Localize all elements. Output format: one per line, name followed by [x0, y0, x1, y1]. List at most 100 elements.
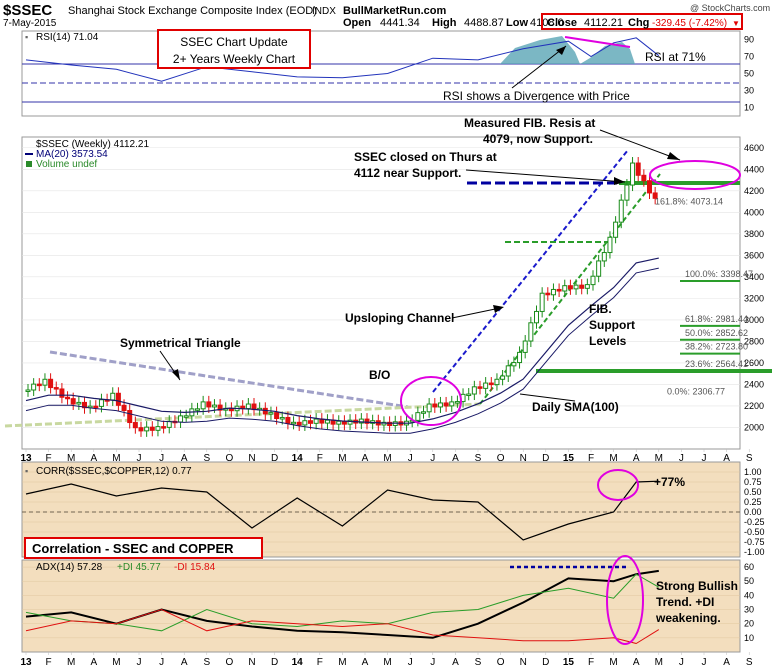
- x-tick-label: A: [90, 453, 97, 464]
- fib-label: 61.8%: 2981.44: [685, 314, 748, 324]
- price-legend-ma: MA(20) 3573.54: [36, 149, 108, 160]
- corr-tick: -1.00: [744, 547, 765, 557]
- adx-panel: 60 50 40 30 20 10 ADX(14) 57.28 +DI 45.77 -DI…: [21, 555, 754, 653]
- x-tick-label: A: [452, 453, 459, 464]
- x-tick-label: J: [159, 453, 164, 464]
- x-tick-label: 15: [563, 657, 575, 668]
- price-tick: 2800: [744, 336, 764, 346]
- fib-label: 38.2%: 2723.80: [685, 342, 748, 352]
- adx-tick: 20: [744, 619, 754, 629]
- candle: [200, 401, 206, 410]
- chg-arrow-icon: ▼: [732, 19, 740, 28]
- candle: [110, 392, 116, 401]
- candle: [579, 284, 585, 289]
- divergence-note: RSI shows a Divergence with Price: [443, 89, 630, 103]
- corr-label: CORR($SSEC,$COPPER,12) 0.77: [36, 466, 192, 477]
- price-tick: 2600: [744, 358, 764, 368]
- correlation-panel: 1.000.750.500.250.00-0.25-0.50-0.75-1.00…: [21, 461, 765, 559]
- x-tick-label: J: [137, 453, 142, 464]
- candle: [454, 401, 460, 404]
- candle: [449, 401, 455, 407]
- candle: [584, 284, 590, 289]
- candle: [285, 416, 291, 424]
- corr-tick: 0.75: [744, 477, 762, 487]
- candle: [53, 387, 59, 390]
- adx-tick: 30: [744, 605, 754, 615]
- candle: [336, 420, 342, 425]
- watermark: @ StockCharts.com: [690, 3, 770, 13]
- candle: [528, 322, 534, 342]
- price-tick: 3600: [744, 250, 764, 260]
- price-tick: 3800: [744, 229, 764, 239]
- update-callout-box: [157, 29, 311, 69]
- x-tick-label: F: [46, 453, 52, 464]
- price-tick: 3000: [744, 315, 764, 325]
- rsi-tick: 90: [744, 35, 754, 45]
- open-value: 4441.34: [380, 17, 420, 29]
- candle: [115, 392, 121, 406]
- adx-tick: 50: [744, 576, 754, 586]
- x-tick-label: M: [338, 453, 346, 464]
- candle: [358, 418, 364, 424]
- candle: [161, 426, 167, 429]
- candle: [567, 285, 573, 290]
- x-tick-label: J: [408, 657, 413, 668]
- candle: [466, 393, 472, 397]
- candle: [652, 192, 658, 199]
- price-tick: 2000: [744, 422, 764, 432]
- ma20-line: [25, 257, 659, 424]
- candle: [65, 396, 71, 400]
- symbol-name: Shanghai Stock Exchange Composite Index …: [68, 5, 317, 17]
- corr-tick: 0.00: [744, 507, 762, 517]
- rsi-tick: 10: [744, 103, 754, 113]
- candle: [505, 365, 511, 377]
- rsi-panel: RSI(14) 71.04 ▪ 90 70 50 30 10 SSEC Chart Up…: [21, 29, 754, 117]
- price-tick: 4000: [744, 207, 764, 217]
- candle: [138, 427, 144, 432]
- vol-legend-swatch: [26, 161, 32, 167]
- candle: [387, 421, 393, 426]
- x-tick-label: J: [430, 453, 435, 464]
- candle: [539, 292, 545, 312]
- candle: [477, 386, 483, 389]
- x-tick-label: M: [338, 657, 346, 668]
- candle: [217, 404, 223, 411]
- adx-tick: 60: [744, 562, 754, 572]
- candle: [421, 411, 426, 414]
- x-tick-label: M: [609, 453, 617, 464]
- corr-tick: -0.25: [744, 517, 765, 527]
- candle: [206, 401, 212, 408]
- close-label: Close: [547, 17, 577, 29]
- x-tick-label: S: [203, 657, 210, 668]
- x-tick-label: N: [520, 657, 527, 668]
- candle: [415, 412, 421, 421]
- price-y-axis: 4600 4400 4200 4000 3800 3600 3400 3200 3000 2800…: [744, 143, 764, 433]
- candle: [268, 412, 274, 415]
- candle: [494, 378, 500, 386]
- x-tick-label: M: [112, 657, 120, 668]
- update-callout-title: SSEC Chart Update: [180, 35, 288, 49]
- channel-note: Upsloping Channel: [345, 311, 454, 325]
- candle: [590, 275, 596, 286]
- adx-tick: 40: [744, 590, 754, 600]
- corr-tick: -0.50: [744, 527, 765, 537]
- close-value: 4112.21: [584, 17, 623, 29]
- symbol-title: $SSEC: [3, 2, 52, 19]
- price-tick: 4400: [744, 164, 764, 174]
- high-label: High: [432, 17, 457, 29]
- candle: [70, 398, 76, 405]
- fib-label: 0.0%: 2306.77: [667, 386, 725, 396]
- channel-upper-line: [432, 149, 629, 393]
- adx-label: ADX(14) 57.28: [36, 562, 103, 573]
- x-tick-label: O: [497, 453, 505, 464]
- daily-sma-note: Daily SMA(100): [532, 400, 619, 414]
- divergence-arrow: [511, 45, 567, 89]
- update-callout-subtitle: 2+ Years Weekly Chart: [173, 52, 296, 66]
- x-tick-label: M: [67, 657, 75, 668]
- candle: [59, 388, 65, 398]
- rsi-icon: ▪: [25, 32, 28, 42]
- candle: [647, 180, 652, 194]
- candle: [82, 401, 87, 409]
- price-tick: 2200: [744, 401, 764, 411]
- high-value: 4488.87: [464, 17, 504, 29]
